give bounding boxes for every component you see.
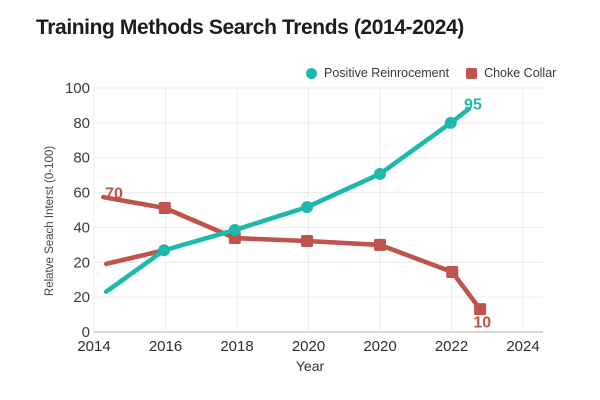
series-line-choke-collar-branch <box>103 248 167 267</box>
data-point-marker <box>158 244 171 257</box>
legend-item-choke-collar: Choke Collar <box>466 66 556 80</box>
chart-legend: Positive Reinrocement Choke Collar <box>306 66 556 80</box>
x-tick-label: 2020 <box>363 338 396 355</box>
y-tick-label: 100 <box>65 80 90 97</box>
data-point-marker <box>374 167 386 180</box>
data-point-marker <box>158 202 171 215</box>
legend-circle-marker-icon <box>306 67 317 79</box>
page-title: Training Methods Search Trends (2014-202… <box>36 16 464 39</box>
x-tick-label: 2016 <box>149 338 182 355</box>
data-point-label: 10 <box>473 314 491 331</box>
y-tick-label: 60 <box>73 185 90 202</box>
x-tick-label: 2020 <box>292 338 325 355</box>
y-tick-label: 20 <box>73 289 90 306</box>
data-point-marker <box>301 234 314 247</box>
data-point-marker <box>446 265 459 278</box>
data-point-marker <box>301 201 314 214</box>
data-point-label: 70 <box>105 185 123 202</box>
legend-item-positive-reinrocement: Positive Reinrocement <box>306 66 449 80</box>
x-tick-label: 2014 <box>77 338 110 355</box>
series-line-positive-reinrocement <box>103 106 472 295</box>
data-point-marker <box>228 224 241 237</box>
x-tick-label: 2018 <box>220 338 253 355</box>
y-tick-label: 20 <box>73 254 90 271</box>
legend-square-marker-icon <box>466 67 478 79</box>
y-tick-label: 40 <box>73 219 90 236</box>
x-tick-label: 2024 <box>506 338 539 355</box>
x-axis-title: Year <box>295 358 325 374</box>
data-point-marker <box>374 238 386 251</box>
y-tick-label: 80 <box>73 150 90 167</box>
legend-label-positive: Positive Reinrocement <box>324 66 450 80</box>
data-point-marker <box>474 303 487 316</box>
y-tick-label: 0 <box>82 324 90 341</box>
x-tick-label: 2022 <box>435 338 468 355</box>
data-point-marker <box>444 116 457 129</box>
data-point-label: 95 <box>464 97 482 114</box>
legend-label-choke: Choke Collar <box>484 66 557 80</box>
y-tick-label: 80 <box>73 115 90 132</box>
